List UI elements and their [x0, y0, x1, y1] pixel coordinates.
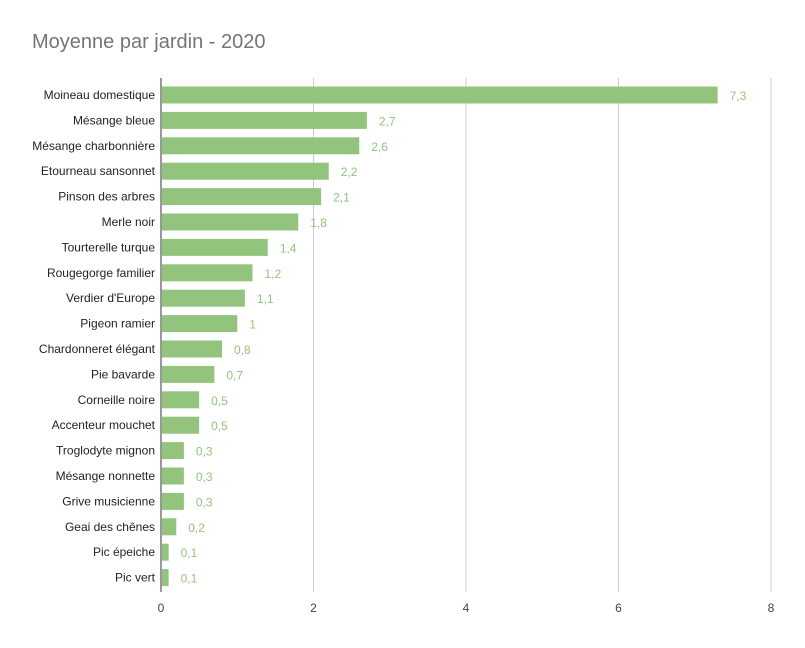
bar — [162, 213, 299, 231]
category-label: Corneille noire — [78, 393, 156, 407]
category-label: Chardonneret élégant — [39, 342, 156, 356]
data-label: 1,2 — [265, 267, 282, 281]
bar — [162, 340, 222, 358]
bar — [162, 238, 268, 256]
bar — [162, 264, 253, 282]
x-tick-label: 0 — [158, 601, 165, 615]
data-label: 0,3 — [196, 445, 213, 459]
chart-title: Moyenne par jardin - 2020 — [32, 31, 266, 53]
category-label: Troglodyte mignon — [56, 444, 155, 458]
bar — [162, 111, 367, 129]
category-label: Pic vert — [115, 571, 156, 585]
data-label: 0,7 — [226, 368, 243, 382]
bar — [162, 137, 360, 155]
category-label: Merle noir — [102, 215, 155, 229]
data-label: 1 — [249, 318, 256, 332]
data-label: 0,1 — [181, 546, 198, 560]
data-label: 0,1 — [181, 572, 198, 586]
category-label: Etourneau sansonnet — [41, 164, 156, 178]
category-label: Pie bavarde — [91, 367, 155, 381]
category-label: Pinson des arbres — [58, 190, 155, 204]
x-tick-label: 6 — [615, 601, 622, 615]
data-label: 0,3 — [196, 495, 213, 509]
data-label: 1,4 — [280, 241, 297, 255]
category-label: Rougegorge familier — [47, 266, 155, 280]
bar — [162, 467, 184, 485]
bar — [162, 289, 245, 307]
bar — [162, 569, 169, 587]
x-tick-label: 4 — [463, 601, 470, 615]
x-tick-label: 2 — [310, 601, 317, 615]
bar — [162, 162, 329, 180]
data-label: 1,1 — [257, 292, 274, 306]
data-label: 0,5 — [211, 394, 228, 408]
bar — [162, 188, 322, 206]
bar — [162, 543, 169, 561]
data-label: 1,8 — [310, 216, 327, 230]
data-label: 2,7 — [379, 114, 396, 128]
category-label: Tourterelle turque — [62, 240, 156, 254]
category-label: Grive musicienne — [62, 494, 155, 508]
category-label: Mésange bleue — [73, 113, 155, 127]
category-label: Moineau domestique — [44, 88, 156, 102]
bar — [162, 365, 215, 383]
category-label: Verdier d'Europe — [66, 291, 155, 305]
bar — [162, 518, 177, 536]
category-label: Pigeon ramier — [80, 317, 155, 331]
bar — [162, 86, 718, 104]
x-tick-label: 8 — [768, 601, 775, 615]
data-label: 2,1 — [333, 191, 350, 205]
data-label: 0,2 — [188, 521, 205, 535]
bar — [162, 442, 184, 460]
bar — [162, 416, 200, 434]
data-label: 2,2 — [341, 165, 358, 179]
category-label: Pic épeiche — [93, 545, 155, 559]
category-label: Mésange charbonnière — [32, 139, 155, 153]
bar — [162, 315, 238, 333]
bar — [162, 492, 184, 510]
data-label: 7,3 — [730, 89, 747, 103]
data-label: 0,3 — [196, 470, 213, 484]
data-label: 0,8 — [234, 343, 251, 357]
data-label: 2,6 — [371, 140, 388, 154]
category-label: Geai des chênes — [65, 520, 155, 534]
category-label: Mésange nonnette — [56, 469, 156, 483]
data-label: 0,5 — [211, 419, 228, 433]
bar — [162, 391, 200, 409]
category-label: Accenteur mouchet — [52, 418, 156, 432]
